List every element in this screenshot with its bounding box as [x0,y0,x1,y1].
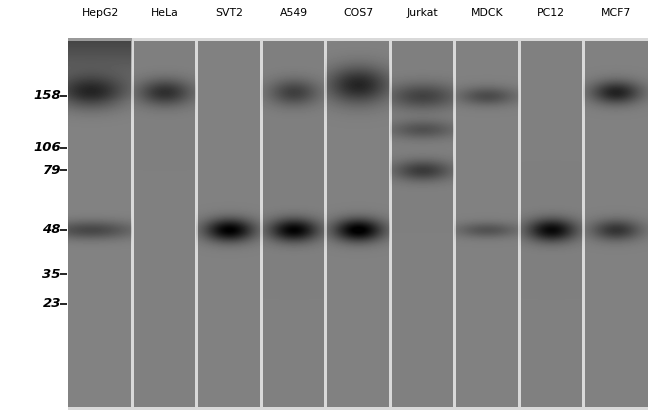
Text: 48: 48 [42,223,61,236]
Text: HepG2: HepG2 [82,8,119,18]
Text: MCF7: MCF7 [601,8,631,18]
Text: HeLa: HeLa [151,8,179,18]
Text: SVT2: SVT2 [215,8,243,18]
Text: MDCK: MDCK [471,8,503,18]
Text: Jurkat: Jurkat [407,8,438,18]
Text: A549: A549 [280,8,307,18]
Text: COS7: COS7 [343,8,373,18]
Text: 158: 158 [33,89,61,102]
Text: 23: 23 [42,298,61,311]
Text: 35: 35 [42,268,61,281]
Text: PC12: PC12 [538,8,566,18]
Text: 106: 106 [33,141,61,154]
Text: 79: 79 [42,163,61,176]
